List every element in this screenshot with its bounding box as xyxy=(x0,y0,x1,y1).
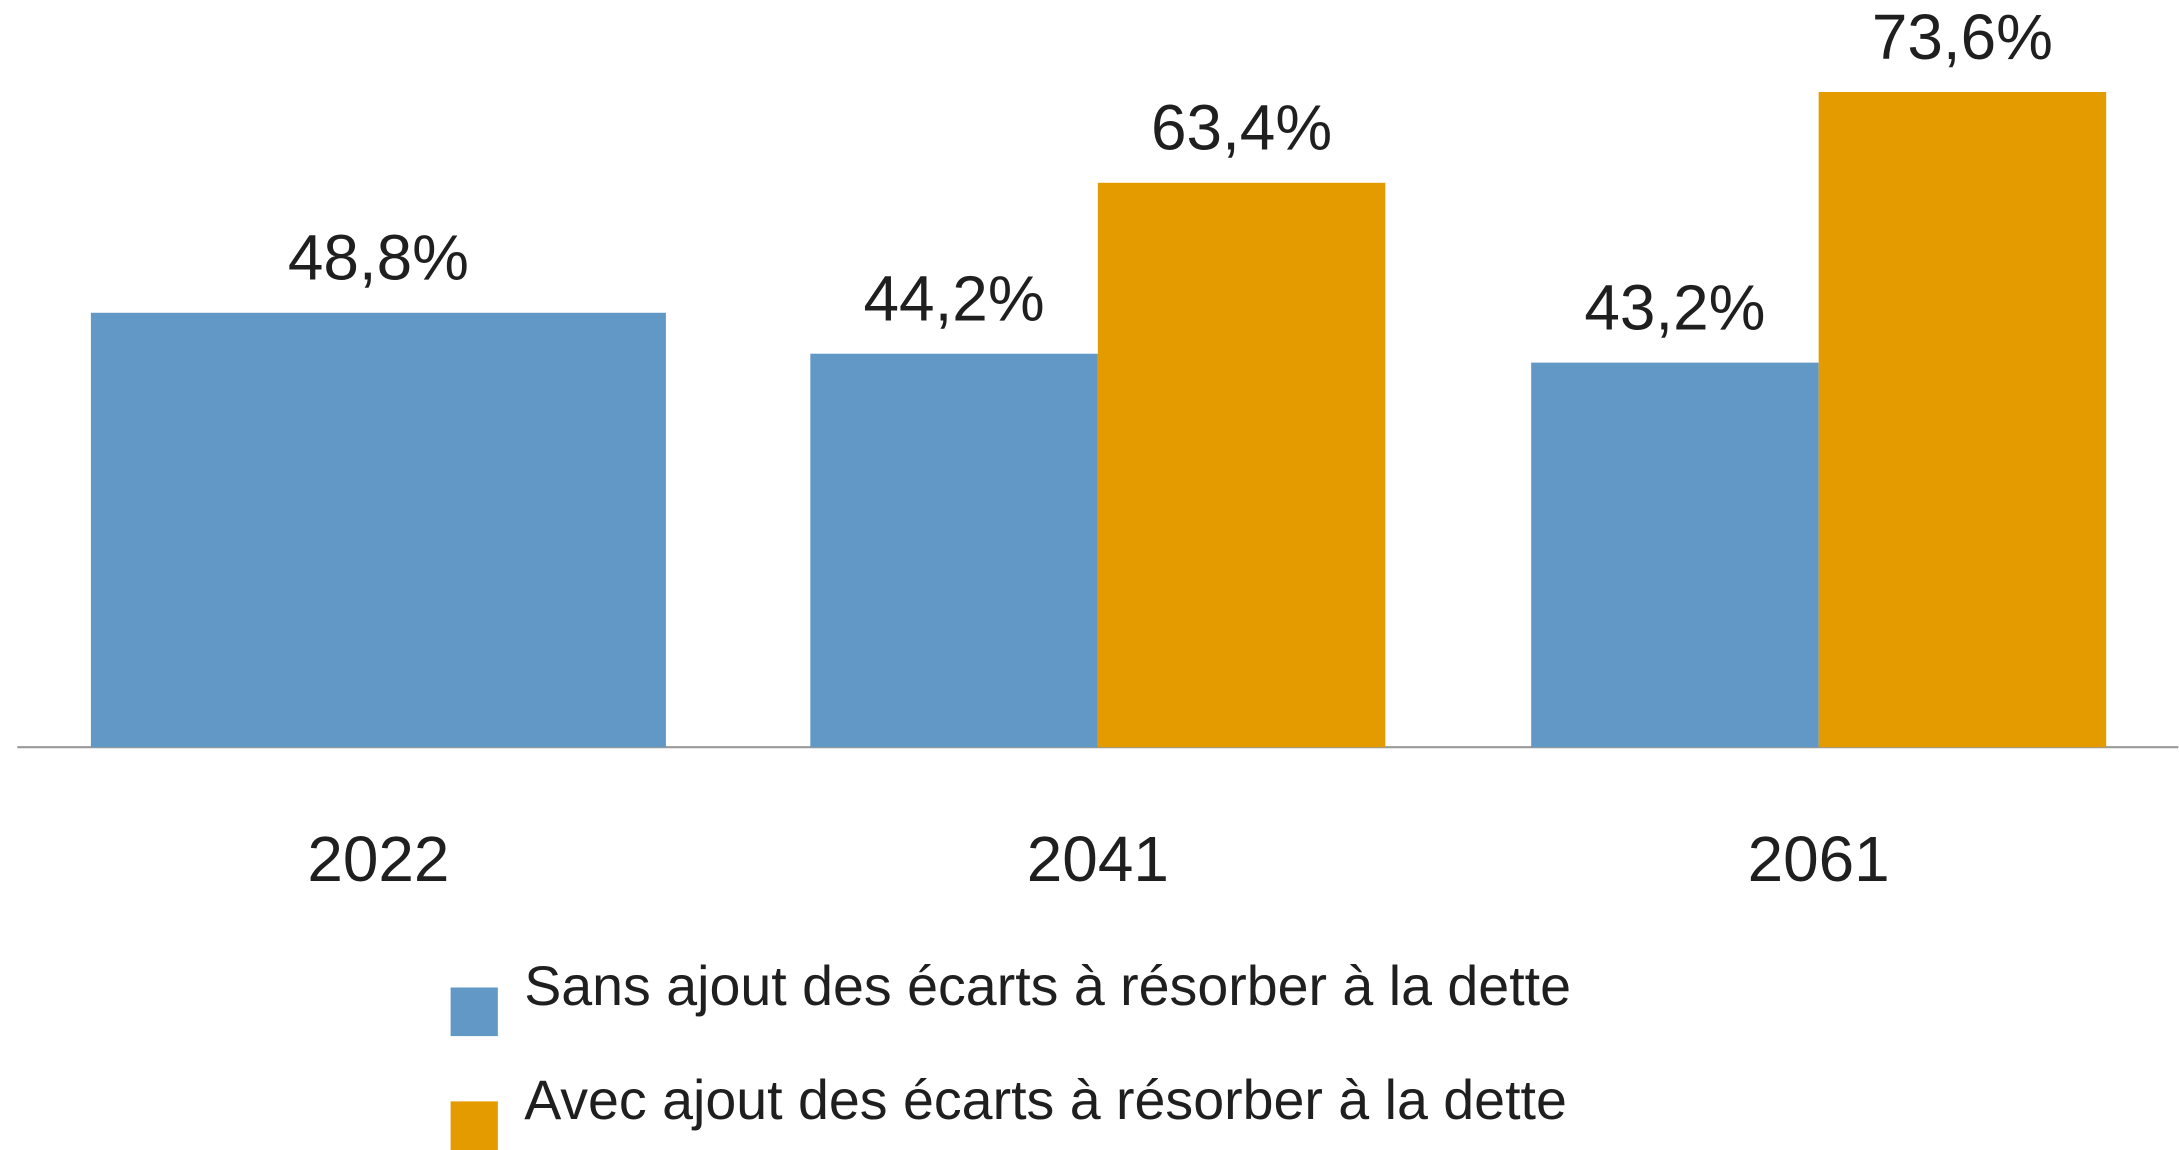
value-label: 73,6% xyxy=(1872,1,2053,73)
value-label: 48,8% xyxy=(288,222,469,294)
bar xyxy=(810,353,1098,748)
x-tick-label: 2041 xyxy=(1027,823,1169,895)
value-label: 63,4% xyxy=(1151,92,1332,164)
legend-label: Avec ajout des écarts à résorber à la de… xyxy=(524,1069,1567,1131)
legend-label: Sans ajout des écarts à résorber à la de… xyxy=(524,955,1571,1017)
value-label: 44,2% xyxy=(864,263,1045,335)
legend-swatch xyxy=(450,1101,498,1150)
x-tick-label: 2022 xyxy=(307,823,449,895)
bar xyxy=(1531,362,1819,748)
value-label: 43,2% xyxy=(1584,271,1765,343)
bar xyxy=(1818,91,2107,748)
x-tick-label: 2061 xyxy=(1748,823,1890,895)
bar xyxy=(90,312,666,748)
legend-swatch xyxy=(450,987,498,1037)
bar xyxy=(1097,182,1386,748)
